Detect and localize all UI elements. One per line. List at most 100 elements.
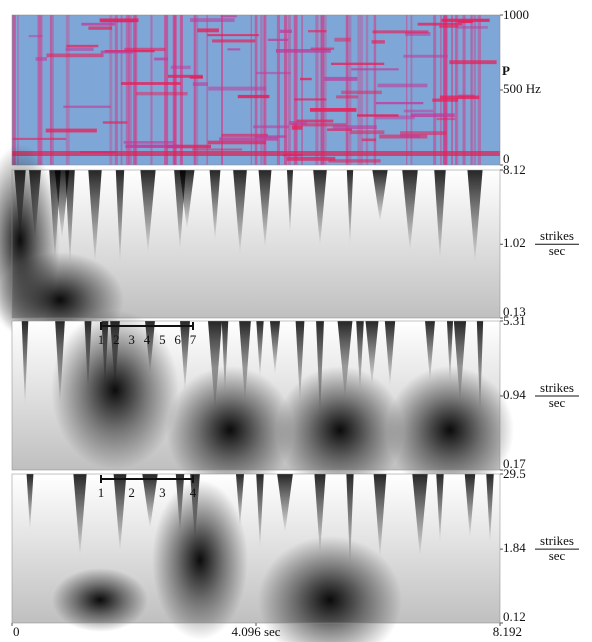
- spectrogram-streak: [315, 15, 319, 165]
- spectrogram-band: [88, 26, 113, 30]
- spectrogram-streak: [109, 15, 113, 165]
- scalogram-cone: [453, 321, 467, 403]
- scalogram-cone: [113, 474, 127, 553]
- spectrogram-streak: [133, 15, 137, 165]
- spectrogram-band: [436, 117, 456, 121]
- spectrogram-band: [227, 48, 241, 51]
- scalogram-cone: [256, 321, 264, 379]
- spectrogram-streak: [322, 15, 327, 165]
- spectrogram-streak: [50, 15, 54, 165]
- spectrogram-streak: [194, 15, 199, 165]
- spectrogram-streak: [276, 15, 280, 165]
- spectrogram-streak: [179, 15, 183, 165]
- spectrogram-streak: [442, 15, 447, 165]
- spectrogram-streak: [164, 15, 169, 165]
- spectrogram-band: [207, 140, 266, 145]
- spectrogram-streak: [287, 15, 291, 165]
- scalogram-cone: [256, 474, 264, 549]
- spectrogram-low-band: [12, 151, 500, 156]
- spectrogram-streak: [320, 15, 325, 165]
- spectrogram-band: [170, 65, 191, 69]
- scalogram-cone: [346, 474, 354, 568]
- spectrogram-streak: [49, 15, 53, 165]
- spectrogram-band: [458, 94, 475, 98]
- spectrogram-band: [254, 135, 287, 138]
- spectrogram-streak: [128, 15, 132, 165]
- spectrogram-streak: [444, 15, 448, 165]
- x-tick-label: 4.096 sec: [231, 624, 280, 639]
- scalogram-cone: [384, 321, 396, 387]
- scalogram-cone: [269, 321, 281, 376]
- annotation: P: [502, 63, 510, 78]
- spectrogram-band: [308, 30, 327, 33]
- spectrogram-band: [324, 76, 358, 81]
- scalogram-cone: [476, 321, 484, 416]
- scalogram-cone: [346, 170, 354, 247]
- spectrogram-band: [294, 98, 327, 101]
- y-tick-label: 0.13: [503, 304, 526, 319]
- spectrogram-band: [286, 156, 336, 161]
- y-label-denominator: sec: [549, 243, 566, 258]
- scalogram-cone: [88, 170, 102, 264]
- heatmap: [11, 310, 514, 494]
- heatmap: [11, 14, 501, 166]
- spectrogram-band: [256, 71, 291, 75]
- spectrogram-band: [120, 82, 181, 85]
- spectrogram-streak: [193, 15, 196, 165]
- spectrogram-band: [375, 101, 424, 105]
- spectrogram-band: [275, 49, 331, 53]
- scalogram-cone: [180, 321, 190, 392]
- spectrogram-streak: [406, 15, 408, 165]
- spectrogram-band: [212, 39, 256, 43]
- spectrogram-band: [125, 144, 179, 148]
- spectrogram-band: [349, 130, 385, 135]
- spectrogram-band: [375, 115, 415, 120]
- spectrogram-streak: [65, 15, 70, 165]
- scalogram-cone: [434, 170, 446, 261]
- scalogram-cone: [258, 170, 272, 249]
- scale-bar-label: 2: [113, 332, 120, 347]
- y-label-numerator: strikes: [540, 533, 574, 548]
- spectrogram-band: [441, 18, 490, 22]
- scalogram-cone: [235, 474, 245, 528]
- spectrogram-streak: [173, 15, 176, 165]
- scalogram-cone: [464, 474, 476, 539]
- spectrogram-band: [439, 25, 459, 28]
- scalogram-cone: [365, 321, 379, 386]
- y-tick-label: 0.94: [503, 387, 526, 402]
- spectrogram-band: [361, 138, 377, 142]
- spectrogram-band: [457, 26, 488, 29]
- spectrogram-streak: [345, 15, 349, 165]
- heatmap: [11, 473, 501, 642]
- scalogram-cone: [412, 474, 428, 558]
- y-tick-label: 1.84: [503, 540, 526, 555]
- scalogram-cone: [207, 321, 223, 410]
- spectrogram-band: [12, 137, 67, 140]
- scale-bar-label: 1: [98, 332, 105, 347]
- spectrogram-band: [289, 121, 308, 125]
- spectrogram-band: [417, 22, 463, 26]
- scalogram-cone: [233, 170, 247, 256]
- scalogram-blob: [52, 568, 148, 632]
- spectrogram-streak: [293, 15, 298, 165]
- spectrogram-band: [35, 57, 48, 61]
- scale-bar-label: 3: [159, 485, 166, 500]
- spectrogram-band: [403, 109, 434, 113]
- spectrogram-band: [189, 18, 235, 22]
- scalogram-cone: [486, 474, 494, 545]
- scalogram-cone: [209, 170, 221, 242]
- spectrogram-band: [100, 50, 134, 54]
- spectrogram-band: [220, 15, 237, 18]
- x-tick-label: 8.192: [493, 624, 522, 639]
- spectrogram-band: [221, 133, 269, 137]
- y-tick-label: 0.17: [503, 456, 526, 471]
- spectrogram-band: [167, 74, 203, 78]
- y-tick-label: 0: [503, 151, 510, 166]
- y-label-denominator: sec: [549, 548, 566, 563]
- spectrogram-band: [99, 18, 139, 23]
- spectrogram-band: [371, 40, 385, 44]
- spectrogram-band: [291, 123, 347, 127]
- spectrogram-streak: [473, 15, 476, 165]
- spectrogram-streak: [462, 15, 466, 165]
- spectrogram-band: [328, 159, 381, 163]
